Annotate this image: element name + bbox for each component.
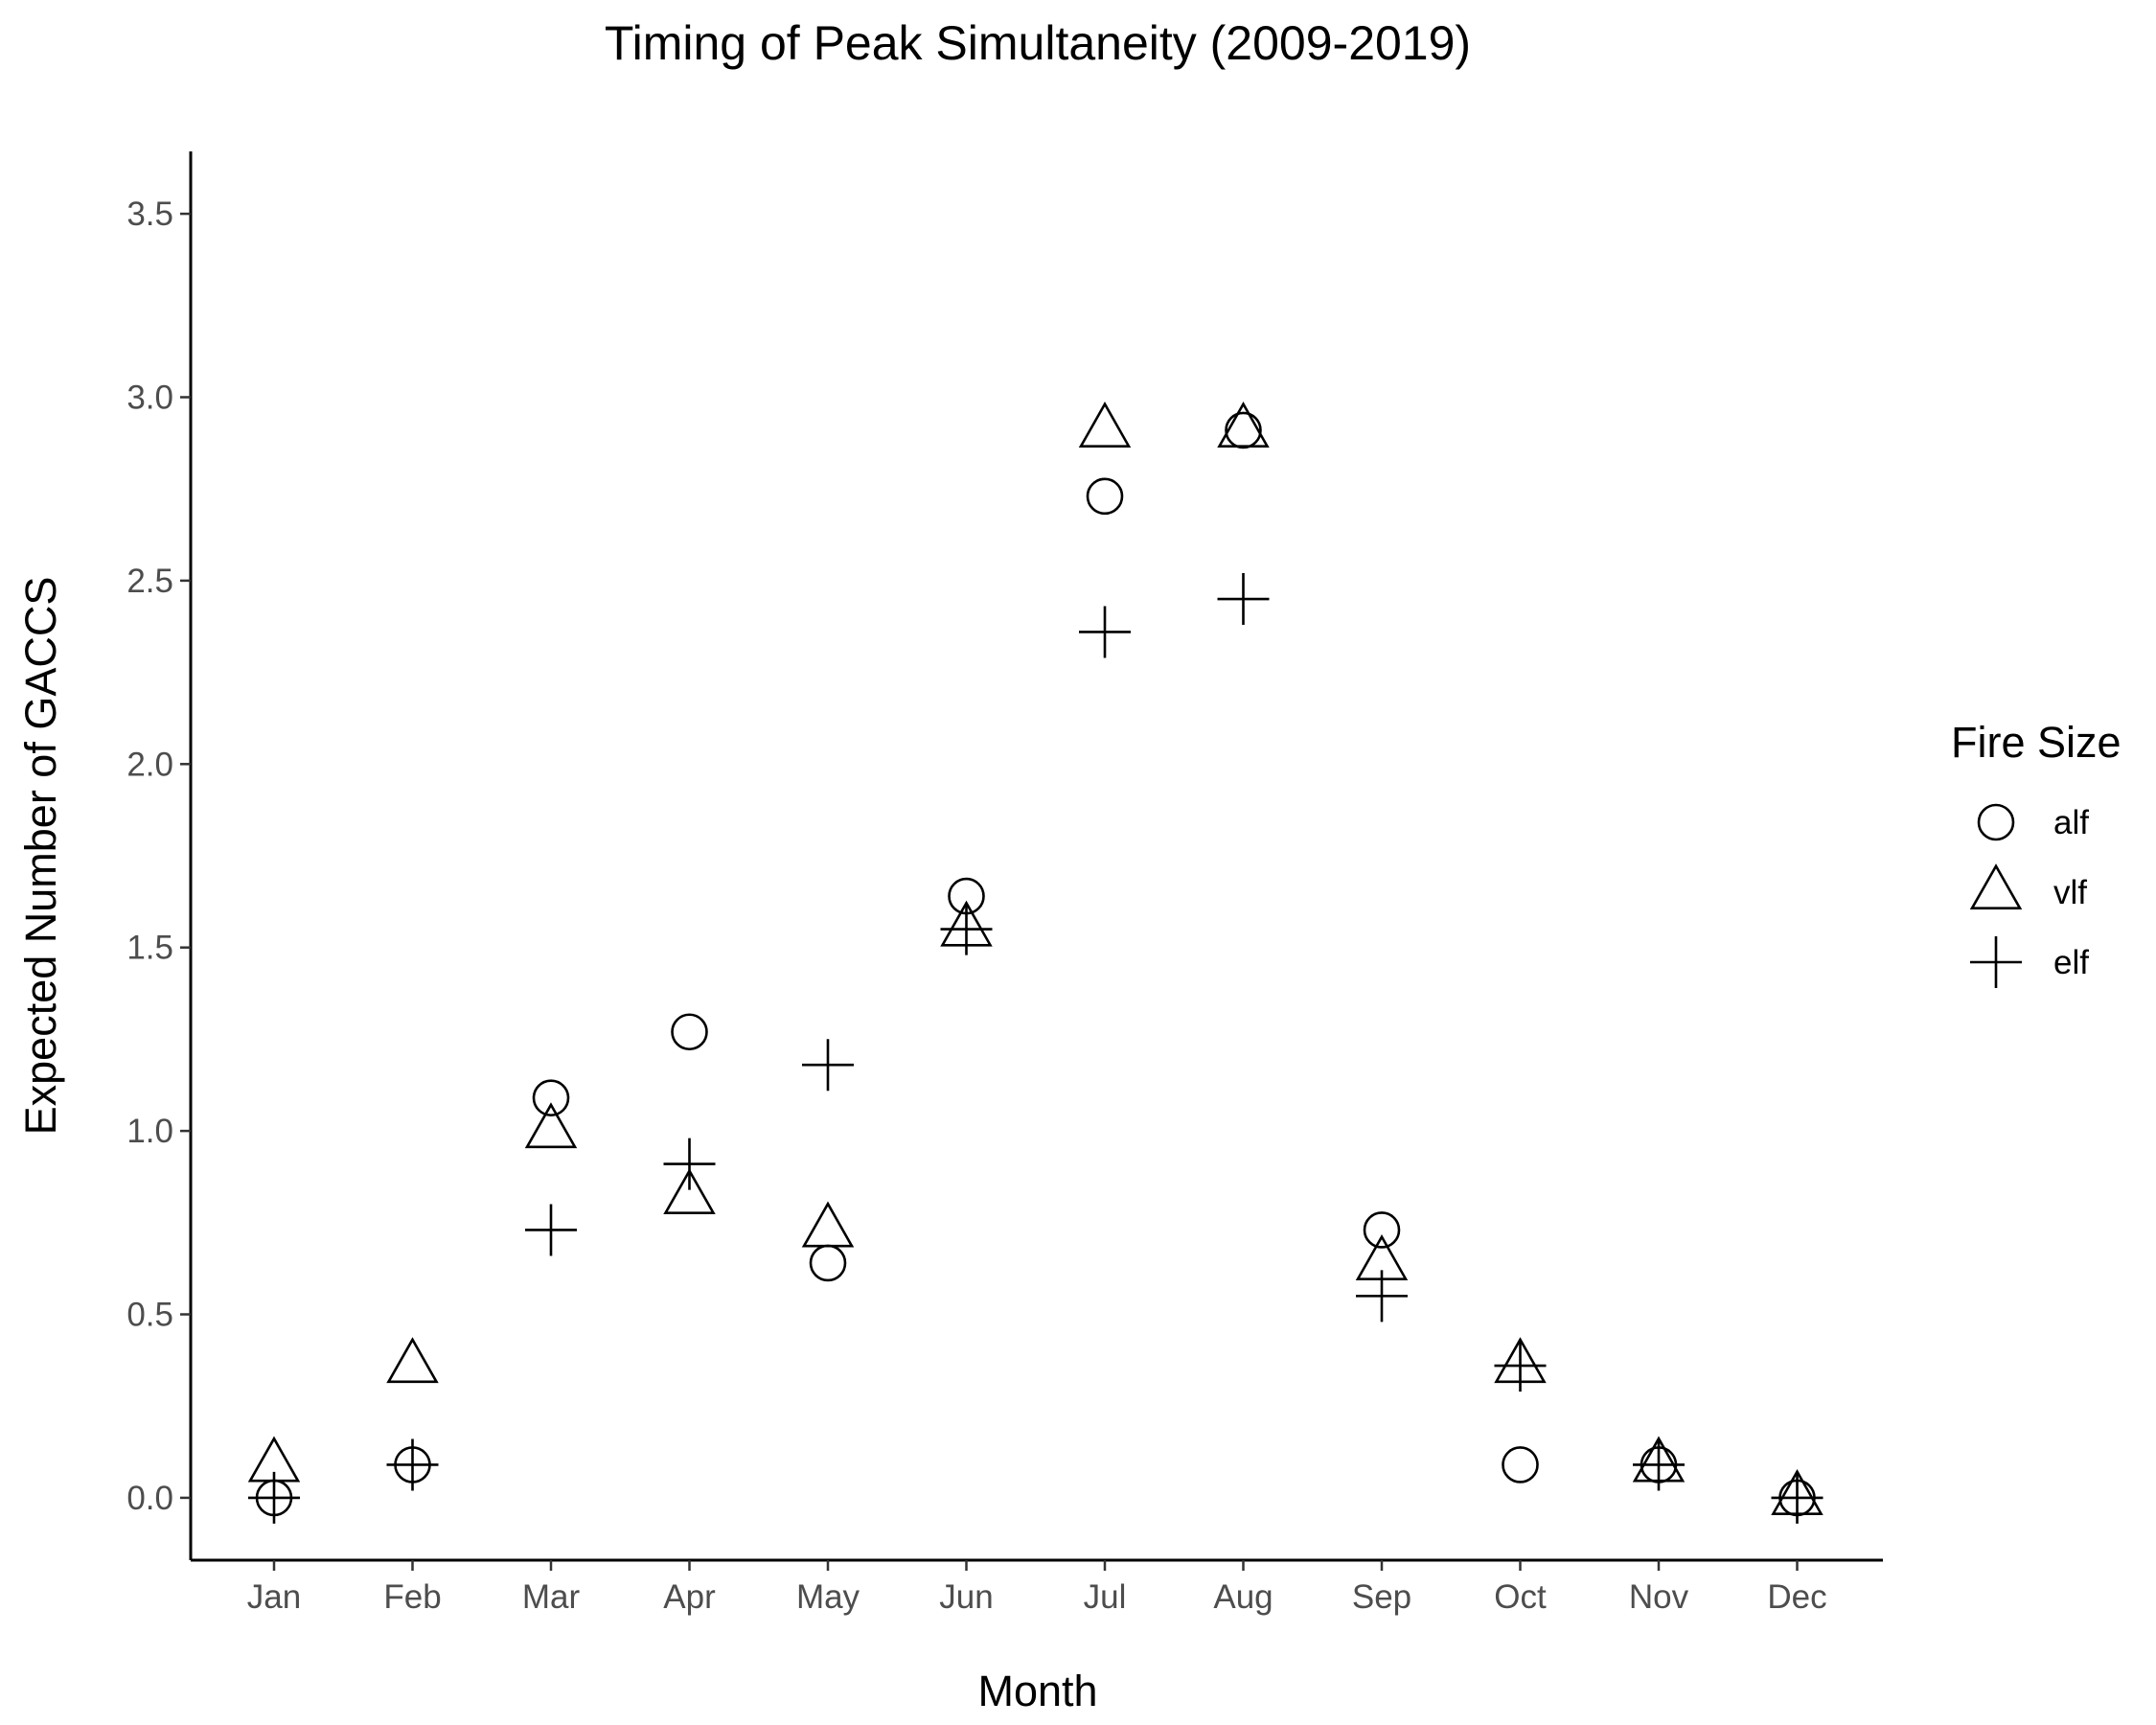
x-tick-label: Apr [663,1578,716,1616]
x-tick-label: Nov [1629,1578,1689,1616]
legend-key-alf [1977,803,2015,841]
point-alf-sep [1363,1211,1401,1249]
x-axis-ticks: Jan Feb Mar Apr May Jun Jul Aug Sep Oct Nov Dec [247,1560,1827,1616]
legend-label-alf: alf [2053,804,2089,841]
point-vlf-apr [663,1168,716,1215]
y-tick-label: 1.0 [126,1113,173,1150]
point-alf-jul [1086,477,1124,516]
y-tick-label: 2.0 [126,746,173,783]
point-elf-jun [940,903,993,955]
point-alf-oct [1502,1446,1539,1484]
legend-key-vlf [1969,863,2023,910]
point-elf-jul [1079,606,1131,658]
point-vlf-mar [524,1102,578,1149]
point-elf-nov [1633,1438,1685,1491]
legend-label-elf: elf [2053,944,2089,981]
point-elf-sep [1356,1270,1408,1322]
legend-label-vlf: vlf [2053,874,2087,911]
point-elf-jan [248,1471,300,1524]
legend-items: alf vlf elf [1969,803,2089,988]
point-elf-feb [386,1438,439,1491]
y-axis-title: Expected Number of GACCS [16,577,65,1136]
point-elf-mar [525,1204,577,1256]
point-alf-apr [671,1013,708,1051]
point-vlf-aug [1217,402,1270,448]
y-tick-label: 3.5 [126,196,173,233]
point-vlf-may [801,1201,855,1248]
point-elf-may [802,1039,854,1092]
x-axis-title: Month [977,1667,1097,1715]
x-tick-label: Aug [1213,1578,1273,1616]
y-tick-label: 2.5 [126,563,173,600]
legend-key-elf [1970,936,2022,988]
point-elf-oct [1494,1340,1547,1392]
x-tick-label: Sep [1352,1578,1411,1616]
y-tick-label: 0.5 [126,1297,173,1334]
series-elf [248,573,1823,1524]
legend: Fire Size alf vlf elf [1951,718,2122,988]
x-tick-label: Feb [383,1578,441,1616]
plot-area: 0.0 0.5 1.0 1.5 2.0 2.5 3.0 3.5 Jan Feb Mar Apr May… [126,151,1883,1616]
point-vlf-jul [1078,402,1132,448]
x-tick-label: Jun [939,1578,993,1616]
point-elf-apr [663,1138,716,1190]
point-elf-dec [1771,1471,1823,1524]
y-tick-label: 0.0 [126,1480,173,1517]
x-tick-label: Dec [1767,1578,1826,1616]
point-alf-mar [532,1079,570,1116]
x-tick-label: Oct [1494,1578,1547,1616]
x-tick-label: Jul [1084,1578,1127,1616]
data-marks [247,402,1823,1524]
y-axis-ticks: 0.0 0.5 1.0 1.5 2.0 2.5 3.0 3.5 [126,196,191,1517]
point-vlf-feb [386,1337,439,1384]
x-tick-label: May [796,1578,860,1616]
point-elf-aug [1217,573,1270,626]
y-tick-label: 3.0 [126,379,173,416]
x-tick-label: Mar [522,1578,581,1616]
legend-title: Fire Size [1951,718,2122,767]
x-tick-label: Jan [247,1578,301,1616]
y-tick-label: 1.5 [126,930,173,967]
chart-title: Timing of Peak Simultaneity (2009-2019) [605,16,1471,70]
